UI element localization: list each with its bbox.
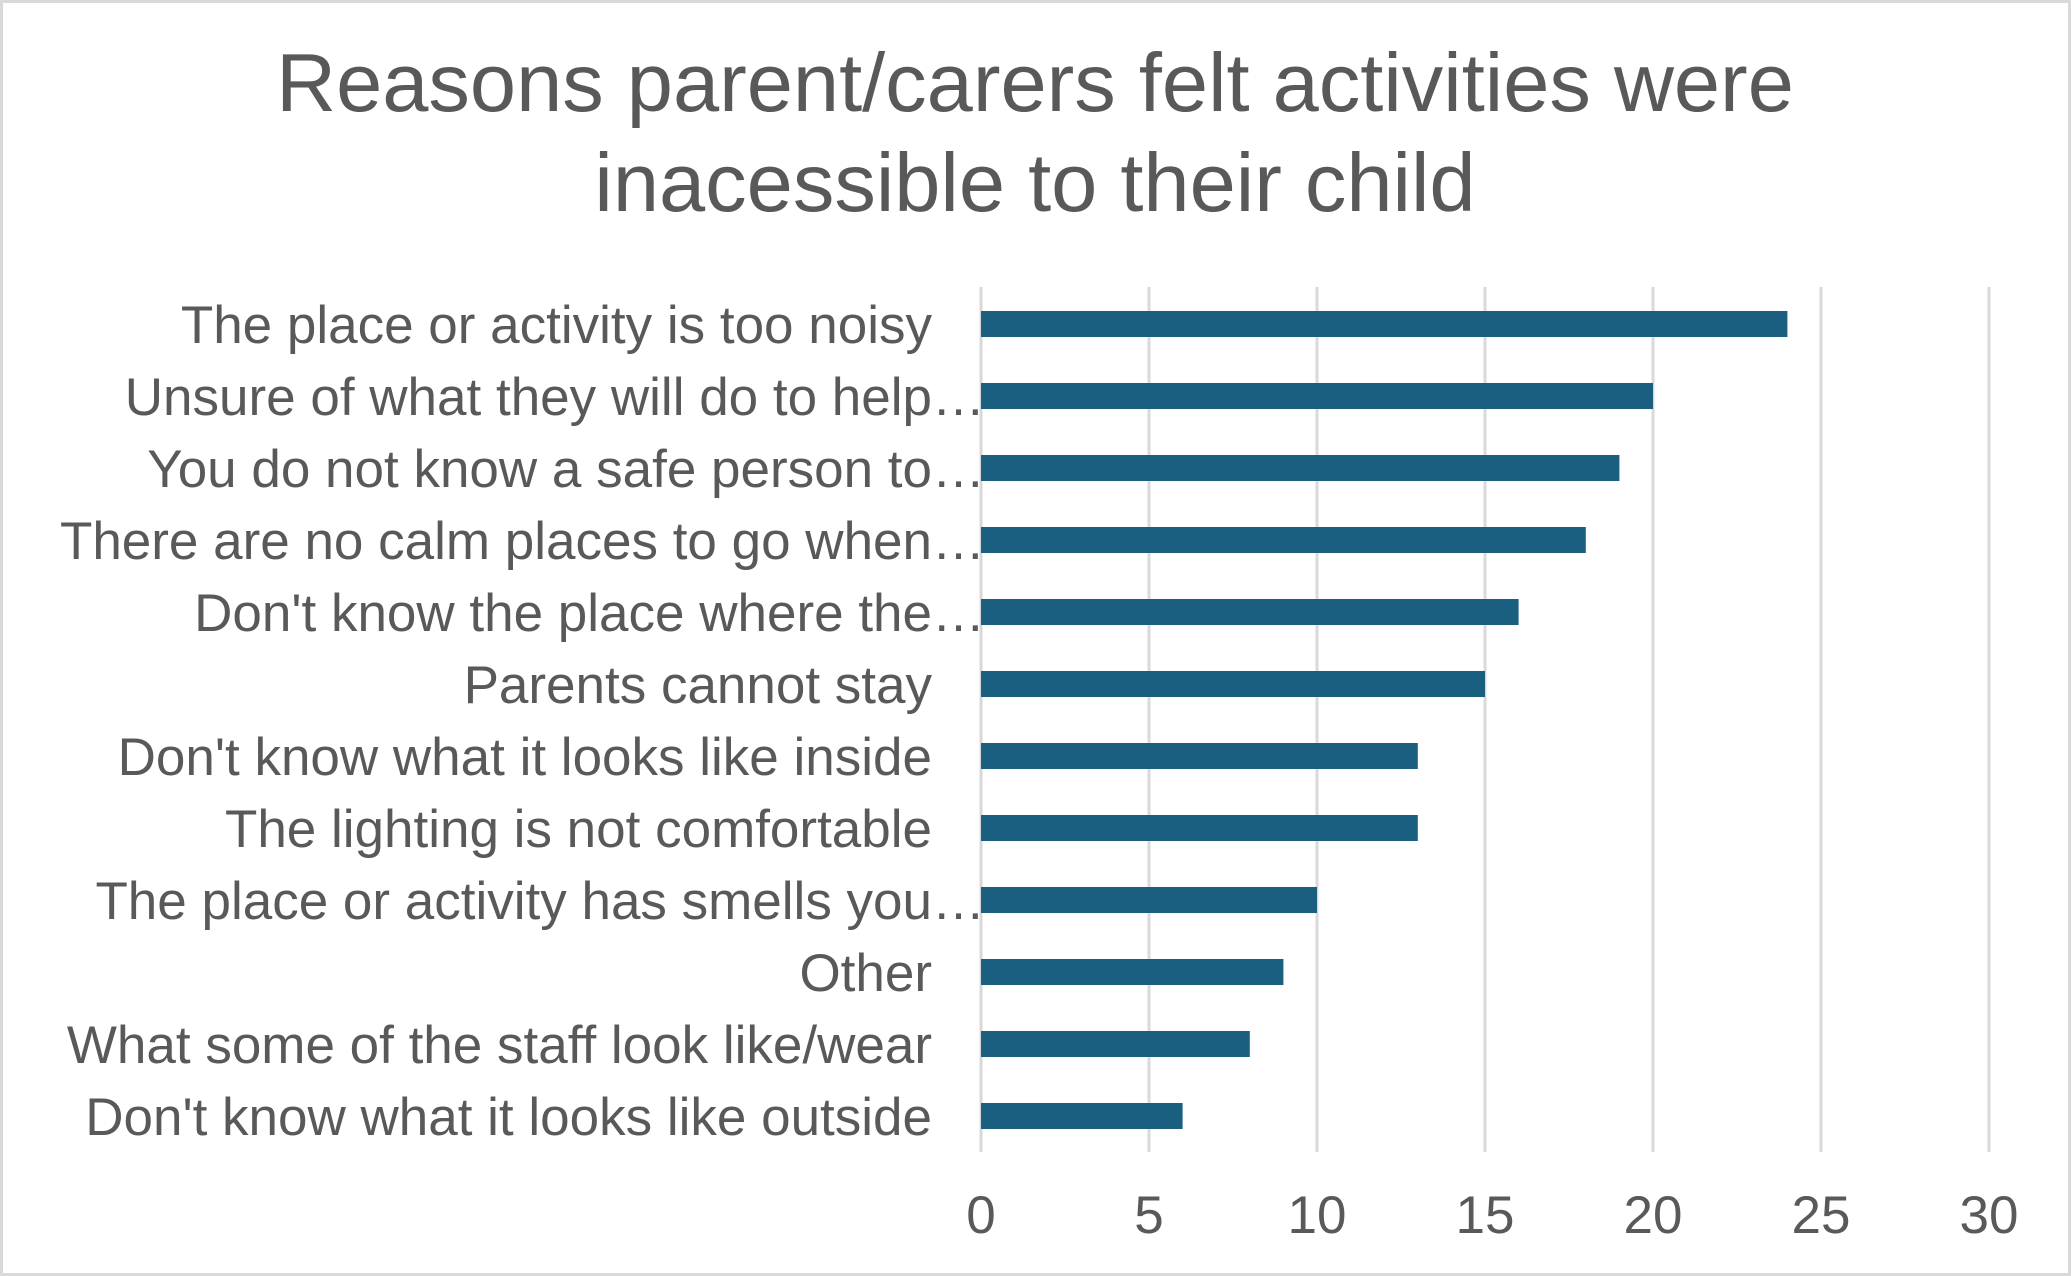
chart-title-line-1: Reasons parent/carers felt activities we…: [276, 36, 1794, 129]
bar: [981, 1031, 1250, 1057]
x-tick-label: 25: [1792, 1186, 1851, 1245]
category-label: The lighting is not comfortable: [225, 800, 932, 859]
x-tick-label: 15: [1456, 1186, 1515, 1245]
x-tick-label: 20: [1624, 1186, 1683, 1245]
bar: [981, 527, 1586, 553]
chart-title: Reasons parent/carers felt activities we…: [276, 36, 1794, 229]
x-tick-label: 10: [1288, 1186, 1347, 1245]
bar: [981, 383, 1653, 409]
category-label: Don't know what it looks like inside: [118, 728, 932, 787]
category-label: There are no calm places to go when…: [60, 512, 985, 571]
bar: [981, 1103, 1183, 1129]
category-label: What some of the staff look like/wear: [67, 1016, 932, 1075]
x-axis-tick-labels: 0 5 10 15 20 25 30: [966, 1186, 2018, 1245]
category-label: You do not know a safe person to…: [147, 440, 985, 499]
x-tick-label: 30: [1960, 1186, 2019, 1245]
bar: [981, 815, 1418, 841]
x-tick-label: 5: [1134, 1186, 1163, 1245]
bars: [981, 311, 1788, 1129]
bar: [981, 455, 1620, 481]
bar: [981, 887, 1317, 913]
bar: [981, 311, 1788, 337]
category-label: The place or activity is too noisy: [181, 296, 933, 355]
category-labels: The place or activity is too noisy Unsure…: [60, 296, 985, 1147]
gridlines: [979, 287, 1991, 1152]
category-label: Don't know what it looks like outside: [85, 1088, 932, 1147]
category-label: Other: [799, 944, 932, 1003]
category-label: Unsure of what they will do to help…: [125, 368, 985, 427]
category-label: The place or activity has smells you…: [95, 872, 985, 931]
category-label: Don't know the place where the…: [194, 584, 985, 643]
bar: [981, 959, 1284, 985]
x-tick-label: 0: [966, 1186, 995, 1245]
chart-title-line-2: inacessible to their child: [594, 136, 1475, 229]
bar: [981, 671, 1485, 697]
bar: [981, 599, 1519, 625]
category-label: Parents cannot stay: [464, 656, 933, 715]
bar: [981, 743, 1418, 769]
